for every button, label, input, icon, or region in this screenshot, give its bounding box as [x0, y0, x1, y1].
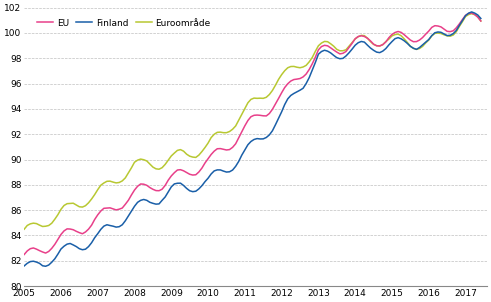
Legend: EU, Finland, Euroområde: EU, Finland, Euroområde — [33, 15, 215, 31]
